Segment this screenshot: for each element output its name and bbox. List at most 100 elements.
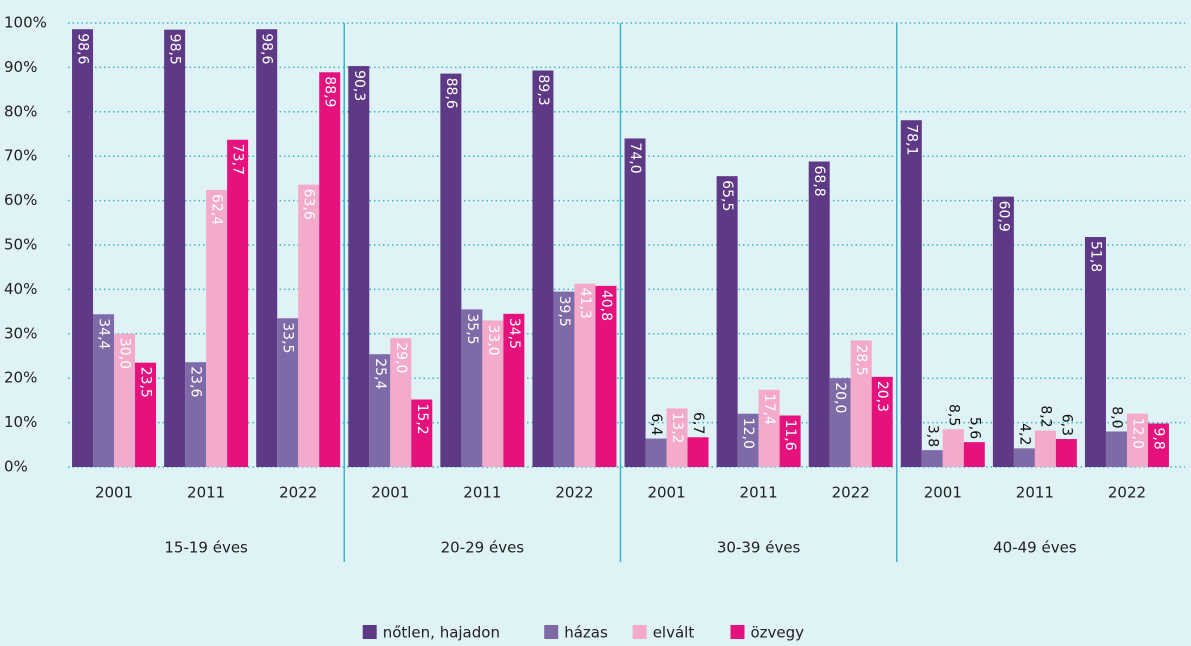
bar	[114, 333, 136, 467]
bar	[1055, 439, 1077, 467]
bar	[716, 176, 738, 467]
bar	[1126, 413, 1148, 467]
legend-label: nőtlen, hajadon	[383, 624, 500, 642]
x-tick-label: 2011	[463, 484, 501, 502]
y-tick-label: 70%	[4, 147, 37, 165]
bar	[93, 314, 115, 467]
value-label: 15,2	[414, 404, 430, 435]
y-tick-label: 100%	[4, 14, 47, 32]
bar	[461, 309, 483, 467]
group-label: 30-39 éves	[717, 539, 801, 557]
legend-swatch	[632, 625, 647, 639]
value-label: 25,4	[372, 358, 388, 389]
bar	[850, 340, 872, 467]
bar	[992, 196, 1014, 467]
legend-label: házas	[564, 624, 608, 642]
value-label: 41,3	[577, 288, 593, 319]
value-label: 23,6	[188, 366, 204, 397]
value-label: 98,5	[167, 34, 183, 65]
bar	[532, 70, 554, 468]
bar	[553, 291, 575, 467]
legend-swatch	[544, 625, 559, 639]
y-tick-label: 10%	[4, 413, 37, 431]
bar	[645, 438, 667, 467]
value-label: 6,3	[1058, 414, 1074, 436]
value-label: 78,1	[903, 124, 919, 155]
bar	[1147, 423, 1169, 467]
value-label: 33,5	[280, 322, 296, 353]
value-label: 34,4	[96, 318, 112, 349]
group-label: 40-49 éves	[993, 539, 1077, 557]
x-tick-label: 2011	[740, 484, 778, 502]
value-label: 20,3	[874, 381, 890, 412]
value-label: 51,8	[1087, 241, 1103, 272]
value-label: 13,2	[669, 412, 685, 443]
bar	[871, 376, 893, 467]
value-label: 62,4	[209, 194, 225, 225]
bar	[227, 139, 249, 467]
value-label: 60,9	[995, 201, 1011, 232]
bar	[1105, 431, 1127, 467]
group-label: 15-19 éves	[164, 539, 248, 557]
bar	[411, 399, 433, 467]
value-label: 39,5	[556, 296, 572, 327]
bar	[503, 313, 525, 467]
legend-swatch	[362, 625, 377, 639]
x-tick-label: 2001	[95, 484, 133, 502]
bar	[963, 442, 985, 467]
value-label: 23,5	[138, 367, 154, 398]
y-tick-label: 20%	[4, 369, 37, 387]
value-label: 3,8	[924, 425, 940, 447]
value-label: 8,2	[1037, 405, 1053, 427]
value-label: 63,6	[301, 189, 317, 220]
bar	[829, 378, 851, 467]
x-tick-label: 2022	[555, 484, 593, 502]
bar	[921, 450, 943, 467]
bar	[369, 354, 391, 467]
value-label: 12,0	[740, 418, 756, 449]
value-label: 98,6	[75, 33, 91, 64]
bar	[758, 389, 780, 467]
value-label: 98,6	[259, 33, 275, 64]
x-tick-label: 2022	[1108, 484, 1146, 502]
value-label: 12,0	[1129, 418, 1145, 449]
value-label: 6,4	[648, 413, 664, 435]
value-label: 8,5	[945, 404, 961, 426]
bar	[348, 66, 370, 468]
y-tick-label: 60%	[4, 191, 37, 209]
bar	[482, 320, 504, 467]
bar	[1084, 237, 1106, 467]
value-label: 4,2	[1016, 423, 1032, 445]
value-label: 35,5	[464, 313, 480, 344]
value-label: 20,0	[832, 382, 848, 413]
x-tick-label: 2022	[832, 484, 870, 502]
y-tick-label: 80%	[4, 102, 37, 120]
bar	[298, 184, 320, 467]
value-label: 65,5	[719, 180, 735, 211]
bar	[1034, 430, 1056, 467]
value-label: 88,6	[443, 78, 459, 109]
bar	[687, 437, 709, 467]
value-label: 28,5	[853, 344, 869, 375]
bar	[206, 189, 228, 467]
legend-label: özvegy	[751, 624, 805, 642]
value-label: 17,4	[761, 394, 777, 425]
value-label: 89,3	[535, 75, 551, 106]
bar	[624, 138, 646, 467]
bar	[942, 429, 964, 467]
x-tick-label: 2001	[647, 484, 685, 502]
value-label: 11,6	[782, 419, 798, 450]
y-tick-label: 40%	[4, 280, 37, 298]
bar	[737, 413, 759, 467]
bar	[808, 161, 830, 467]
bar	[1013, 448, 1035, 467]
bar	[440, 73, 462, 467]
x-tick-label: 2011	[1016, 484, 1054, 502]
value-label: 40,8	[598, 290, 614, 321]
y-tick-label: 90%	[4, 58, 37, 76]
value-label: 90,3	[351, 70, 367, 101]
bar	[390, 338, 412, 467]
bar	[164, 29, 186, 467]
legend-swatch	[730, 625, 745, 639]
